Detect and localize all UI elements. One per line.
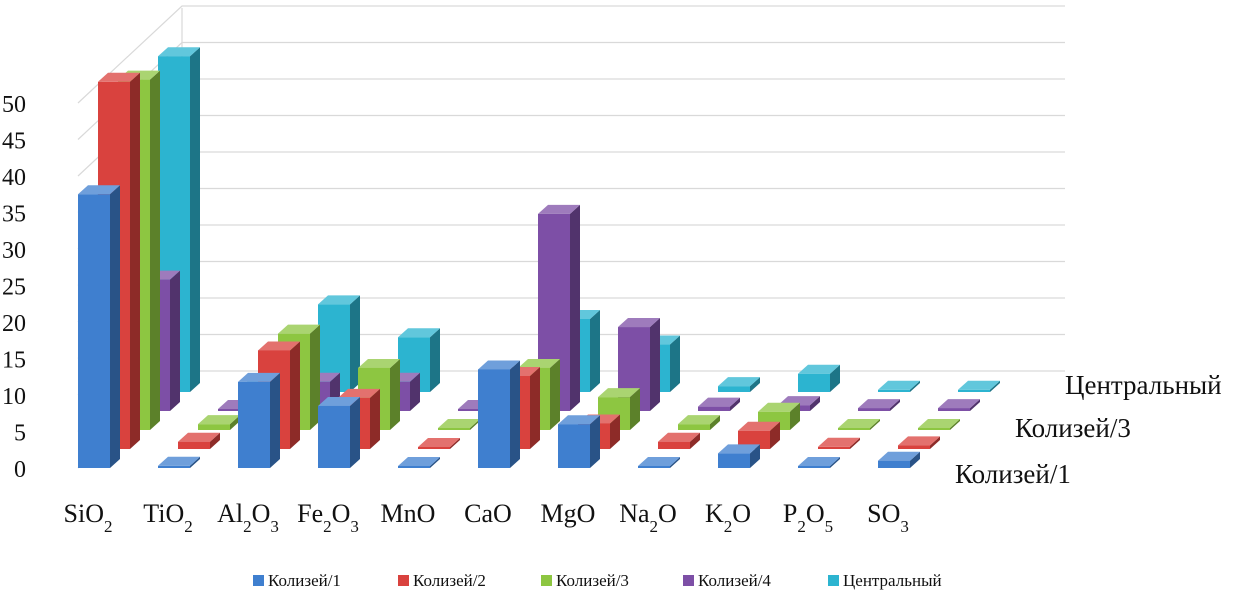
category-label-3: Fe2O3 [297, 499, 359, 536]
y-tick-20: 20 [2, 311, 26, 337]
legend-item-2: Колизей/3 [541, 571, 629, 590]
bar-центральный-8 [798, 364, 840, 392]
y-tick-25: 25 [2, 275, 26, 301]
svg-text:Колизей/3: Колизей/3 [556, 571, 629, 590]
category-label-9: P2O5 [783, 499, 833, 536]
category-label-5: CaO [464, 499, 512, 528]
y-tick-40: 40 [2, 165, 26, 191]
depth-axis-labels: Центральный Колизей/3 Колизей/1 [955, 370, 1222, 489]
bar-колизей-1-5 [478, 360, 520, 468]
bar-центральный-10 [958, 380, 1000, 392]
legend-item-1: Колизей/2 [398, 571, 486, 590]
bar-колизей-4-10 [938, 399, 980, 411]
bar-колизей-1-4 [398, 457, 440, 468]
y-tick-35: 35 [2, 202, 26, 228]
gridline-50 [77, 5, 1065, 104]
y-tick-15: 15 [2, 348, 26, 374]
gridline-40 [77, 78, 1065, 177]
bar-колизей-3-7 [678, 415, 720, 430]
y-axis-ticks: 0 5 10 15 20 25 30 35 40 45 50 [2, 92, 26, 483]
category-label-1: TiO2 [143, 499, 192, 536]
bar-колизей-1-7 [638, 457, 680, 468]
svg-text:Колизей/4: Колизей/4 [698, 571, 771, 590]
bar-колизей-1-1 [158, 456, 200, 468]
category-label-4: MnO [381, 499, 436, 528]
bar-колизей-1-3 [318, 396, 360, 468]
bar-колизей-3-4 [438, 419, 480, 430]
category-label-10: SO3 [867, 499, 909, 536]
bar-центральный-9 [878, 380, 920, 392]
bar-колизей-2-4 [418, 438, 460, 449]
category-label-6: MgO [541, 499, 596, 528]
bar-колизей-2-8 [738, 421, 780, 449]
bar-колизей-3-9 [838, 419, 880, 430]
legend-item-0: Колизей/1 [253, 571, 341, 590]
bar-колизей-1-9 [798, 457, 840, 468]
bar-колизей-1-10 [878, 451, 920, 468]
bar-колизей-1-6 [558, 415, 600, 468]
gridline-35 [77, 114, 1065, 213]
bar-колизей-3-10 [918, 419, 960, 430]
y-tick-45: 45 [2, 129, 26, 155]
x-axis-categories: SiO2 TiO2 Al2O3 Fe2O3 MnO CaO MgO Na2O K2O P2O5 SO… [64, 499, 909, 536]
depth-label-0: Центральный [1065, 370, 1222, 400]
category-label-8: K2O [705, 499, 751, 536]
y-tick-0: 0 [14, 457, 26, 483]
depth-label-2: Колизей/1 [955, 459, 1071, 489]
bar-layer [78, 47, 1000, 468]
bar-колизей-2-7 [658, 432, 700, 449]
legend: Колизей/1 Колизей/2 Колизей/3 Колизей/4 Цент… [253, 571, 942, 590]
bar-колизей-4-7 [698, 397, 740, 411]
legend-item-4: Центральный [828, 571, 942, 590]
bar-колизей-2-9 [818, 437, 860, 449]
category-label-0: SiO2 [64, 499, 113, 536]
y-tick-30: 30 [2, 238, 26, 264]
category-label-7: Na2O [619, 499, 677, 536]
svg-text:Колизей/1: Колизей/1 [268, 571, 341, 590]
bar-колизей-4-9 [858, 399, 900, 411]
bar-центральный-7 [718, 377, 760, 392]
depth-label-1: Колизей/3 [1015, 413, 1131, 443]
bar-колизей-3-1 [198, 415, 240, 430]
gridline-45 [77, 41, 1065, 140]
bar-колизей-1-8 [718, 444, 760, 468]
y-tick-50: 50 [2, 92, 26, 118]
bar-колизей-1-2 [238, 372, 280, 468]
bar-колизей-2-1 [178, 432, 220, 449]
category-label-2: Al2O3 [217, 499, 279, 536]
legend-item-3: Колизей/4 [683, 571, 771, 590]
y-tick-5: 5 [14, 421, 26, 447]
svg-text:Колизей/2: Колизей/2 [413, 571, 486, 590]
svg-text:Центральный: Центральный [843, 571, 942, 590]
bar-колизей-1-0 [78, 185, 120, 468]
bar-колизей-2-10 [898, 436, 940, 449]
y-tick-10: 10 [2, 384, 26, 410]
